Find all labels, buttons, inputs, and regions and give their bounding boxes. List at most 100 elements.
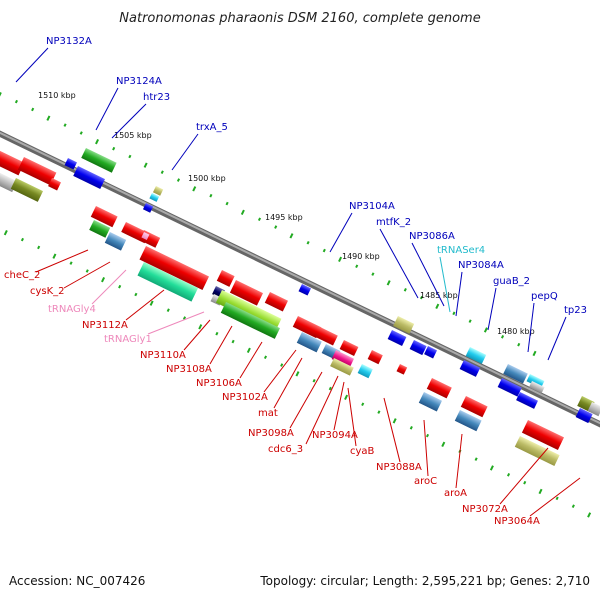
tick-mark xyxy=(538,488,543,495)
gene-label-reverse: NP3110A xyxy=(140,350,186,361)
tick-mark xyxy=(37,245,41,250)
tick-mark xyxy=(489,465,494,471)
gene-label-reverse: NP3072A xyxy=(462,504,508,515)
gene-label-forward: NP3086A xyxy=(409,231,455,242)
leader-line xyxy=(333,381,345,431)
leader-line xyxy=(209,325,233,365)
tick-mark xyxy=(246,347,251,353)
tick-mark xyxy=(377,410,381,414)
gene-arrow xyxy=(220,302,281,339)
gene-arrow xyxy=(149,193,160,202)
tick-mark xyxy=(14,99,19,104)
tick-mark xyxy=(95,139,100,145)
tick-mark xyxy=(192,186,197,192)
gene-label-reverse: NP3064A xyxy=(494,516,540,527)
gene-label-reverse: cheC_2 xyxy=(4,270,40,281)
scale-label: 1510 kbp xyxy=(38,91,76,100)
tick-mark xyxy=(31,107,35,112)
tick-mark xyxy=(555,496,559,501)
gene-arrow xyxy=(339,339,359,356)
leader-line xyxy=(171,133,199,171)
gene-arrow xyxy=(503,364,528,384)
leader-line xyxy=(383,397,401,463)
gene-label-forward: tp23 xyxy=(564,305,587,316)
leader-line xyxy=(239,341,263,379)
label-leader-lines xyxy=(15,47,581,517)
gene-label-forward: guaB_2 xyxy=(493,276,530,287)
tick-mark xyxy=(263,355,268,360)
tick-mark xyxy=(523,480,527,485)
tick-mark xyxy=(209,193,213,198)
leader-line xyxy=(379,228,419,299)
gene-label-reverse: cyaB xyxy=(350,446,375,457)
tick-mark xyxy=(63,123,67,127)
gene-label-reverse: aroA xyxy=(444,488,467,499)
gene-arrow xyxy=(48,178,62,191)
gene-arrow xyxy=(142,202,154,213)
gene-label-forward: htr23 xyxy=(143,92,170,103)
leader-line xyxy=(527,302,535,353)
tick-mark xyxy=(85,269,89,273)
gene-arrow xyxy=(152,185,164,196)
scale-label: 1480 kbp xyxy=(497,327,535,336)
gene-arrow xyxy=(0,170,18,193)
gene-label-reverse: NP3094A xyxy=(312,430,358,441)
gene-label-reverse: cysK_2 xyxy=(30,286,65,297)
tick-mark xyxy=(215,331,219,336)
tick-mark xyxy=(425,433,430,438)
tick-mark xyxy=(322,248,326,253)
leader-line xyxy=(111,103,147,139)
gene-arrow xyxy=(424,346,438,359)
leader-line xyxy=(305,375,339,445)
topology-text: Topology: circular; Length: 2,595,221 bp… xyxy=(260,574,590,588)
leader-line xyxy=(91,269,127,305)
tick-mark xyxy=(355,264,359,269)
tick-mark xyxy=(118,284,122,289)
gene-arrow xyxy=(367,350,383,365)
gene-arrow xyxy=(465,346,487,364)
gene-arrow xyxy=(89,220,111,238)
gene-arrow xyxy=(10,178,44,202)
gene-label-reverse: NP3102A xyxy=(222,392,268,403)
gene-arrow xyxy=(73,165,106,189)
gene-label-reverse: mat xyxy=(258,408,278,419)
gene-arrow xyxy=(393,315,415,334)
gene-arrow xyxy=(64,158,78,170)
tick-mark xyxy=(240,209,245,215)
gene-arrow xyxy=(0,148,25,176)
leader-line xyxy=(183,319,211,351)
leader-line xyxy=(411,242,445,307)
tick-mark xyxy=(571,504,575,508)
gene-arrow xyxy=(528,380,545,394)
tick-mark xyxy=(344,394,349,401)
gene-label-forward: NP3104A xyxy=(349,201,395,212)
tick-mark xyxy=(274,225,278,229)
tick-mark xyxy=(182,316,187,320)
gene-label-forward: trxA_5 xyxy=(196,122,228,133)
tick-mark xyxy=(361,402,365,407)
gene-label-reverse: NP3088A xyxy=(376,462,422,473)
leader-line xyxy=(439,256,451,313)
gene-arrow xyxy=(514,435,560,466)
tick-mark xyxy=(517,342,521,347)
accession-text: Accession: NC_007426 xyxy=(9,574,146,588)
tick-rings xyxy=(0,91,592,518)
gene-label-reverse: NP3106A xyxy=(196,378,242,389)
tick-mark xyxy=(143,162,148,168)
tick-mark xyxy=(441,441,446,448)
gene-arrow xyxy=(137,262,199,302)
tick-mark xyxy=(452,311,456,316)
gene-label-reverse: aroC xyxy=(414,476,437,487)
gene-label-forward: NP3124A xyxy=(116,76,162,87)
leader-line xyxy=(273,357,303,409)
tick-mark xyxy=(0,91,2,98)
gene-arrow xyxy=(331,350,355,368)
tick-mark xyxy=(468,319,472,323)
gene-arrow xyxy=(229,280,264,306)
tick-mark xyxy=(306,240,310,245)
leader-line xyxy=(423,419,429,477)
tick-mark xyxy=(128,154,132,159)
gene-arrow xyxy=(516,392,539,409)
tick-mark xyxy=(149,300,154,306)
tick-mark xyxy=(160,170,164,174)
